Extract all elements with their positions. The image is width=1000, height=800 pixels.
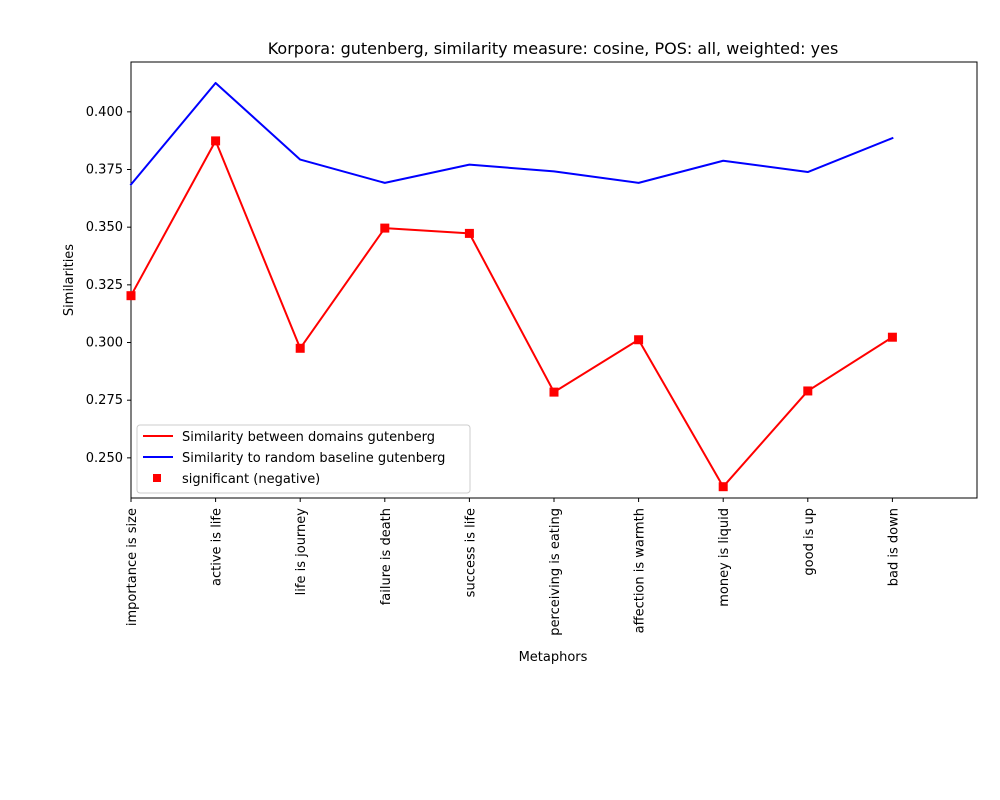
y-tick-label: 0.300 [86,336,123,351]
legend-swatch-significant [153,474,161,482]
series-line-between-domains [129,139,894,488]
y-tick-label: 0.325 [86,278,123,293]
x-tick-label: importance is size [125,508,140,626]
legend-label-significant: significant (negative) [182,472,320,487]
significant-marker [887,332,897,342]
significant-marker [803,386,813,396]
x-tick-label: good is up [802,508,817,576]
x-axis-title: Metaphors [519,650,588,665]
significant-marker [634,335,644,345]
significant-marker [126,291,136,301]
x-tick-label: active is life [210,508,225,586]
chart-title: Korpora: gutenberg, similarity measure: … [268,39,839,58]
significant-marker [464,228,474,238]
series-layer [126,81,897,492]
significant-marker [211,136,221,146]
significant-marker [295,343,305,353]
y-tick-label: 0.275 [86,393,123,408]
x-tick-label: life is journey [294,508,309,596]
legend-label-between-domains: Similarity between domains gutenberg [182,430,435,445]
legend: Similarity between domains gutenberg Sim… [136,424,471,494]
x-tick-label: affection is warmth [633,508,648,633]
x-tick-label: perceiving is eating [548,508,563,636]
significant-marker [549,387,559,397]
x-axis: importance is size active is life life is … [125,498,901,636]
x-tick-label: failure is death [379,508,394,605]
y-tick-label: 0.350 [86,220,123,235]
significant-marker [380,223,390,233]
y-tick-label: 0.400 [86,105,123,120]
y-tick-label: 0.250 [86,451,123,466]
x-tick-label: success is life [463,508,478,597]
y-axis-title: Similarities [62,244,77,316]
significant-marker [718,482,728,492]
x-tick-label: bad is down [886,508,901,586]
legend-label-random-baseline: Similarity to random baseline gutenberg [182,451,445,466]
y-tick-label: 0.375 [86,163,123,178]
series-line-random-baseline [129,81,894,186]
legend-box [136,424,471,494]
x-tick-label: money is liquid [717,508,732,607]
y-axis: 0.250 0.275 0.300 0.325 0.350 0.375 0.400 [86,105,131,466]
